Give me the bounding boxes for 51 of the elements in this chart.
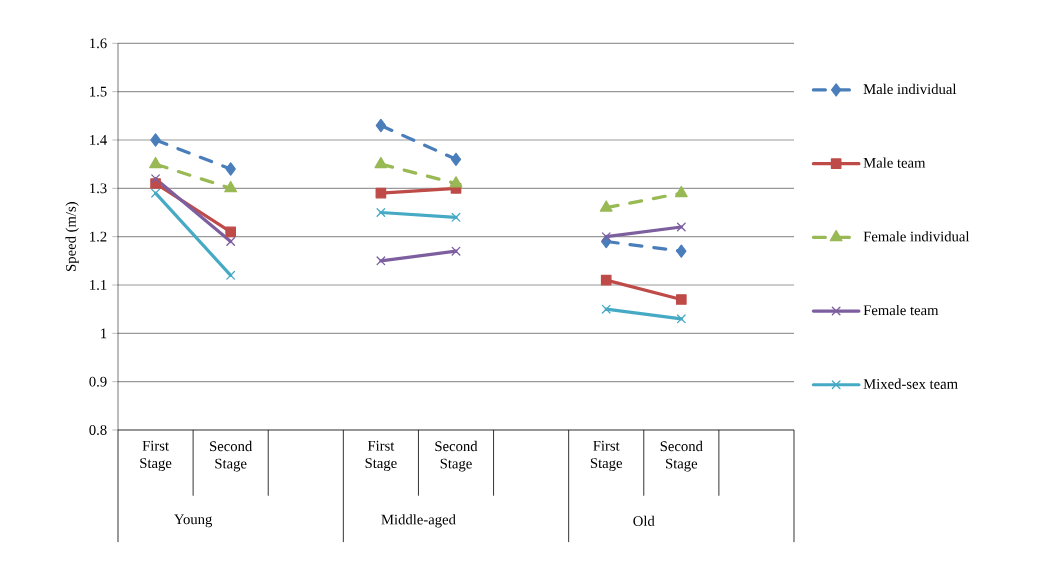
point — [601, 232, 611, 242]
x-tick-label: Second Stage — [435, 441, 478, 472]
text: Young — [174, 514, 213, 528]
y-tick-label: 0.9 — [89, 376, 107, 387]
x-tick-label: Second Stage — [210, 441, 253, 472]
point — [151, 174, 160, 184]
point — [375, 188, 387, 199]
point — [376, 208, 386, 218]
point — [224, 181, 238, 193]
y-tick-label: 1.6 — [90, 38, 107, 49]
legend-label: Male team — [863, 157, 926, 168]
y-tick-label: 1.3 — [90, 183, 107, 194]
text: Old — [633, 515, 655, 527]
x-tick-label: First Stage — [590, 441, 623, 472]
legend-label: Mixed-sex team — [863, 378, 958, 390]
y-tick-label: 1.4 — [90, 135, 107, 146]
y-tick-label: 1.5 — [90, 86, 107, 97]
text: Middle-aged — [381, 514, 456, 528]
point — [225, 226, 237, 238]
point — [451, 246, 461, 256]
point — [599, 200, 613, 212]
point — [676, 222, 686, 232]
x-tick-label: First Stage — [365, 441, 397, 472]
y-tick-label: 1.2 — [90, 231, 107, 242]
y-tick-label: 0.8 — [89, 425, 107, 436]
point — [600, 275, 612, 286]
y-tick-label: 1.1 — [90, 280, 107, 291]
point — [676, 244, 687, 259]
point — [375, 119, 387, 133]
point — [450, 152, 462, 167]
point — [149, 157, 162, 169]
x-tick-label: Second Stage — [660, 441, 703, 472]
x-tick-label: First Stage — [140, 441, 172, 472]
point — [601, 304, 611, 314]
point — [376, 256, 386, 266]
y-axis-title: Speed (m/s) — [65, 202, 79, 272]
point — [374, 157, 388, 169]
legend-label: Female team — [863, 305, 939, 316]
point — [674, 186, 688, 198]
legend-label: Female individual — [863, 231, 970, 242]
point — [150, 133, 161, 147]
point — [676, 314, 686, 324]
point — [675, 294, 687, 306]
y-tick-label: 1 — [101, 328, 107, 339]
point — [451, 213, 461, 222]
point — [226, 237, 236, 247]
point — [151, 188, 160, 198]
legend-label: Male individual — [863, 83, 957, 95]
point — [225, 162, 236, 176]
point — [449, 176, 463, 188]
point — [226, 271, 236, 280]
